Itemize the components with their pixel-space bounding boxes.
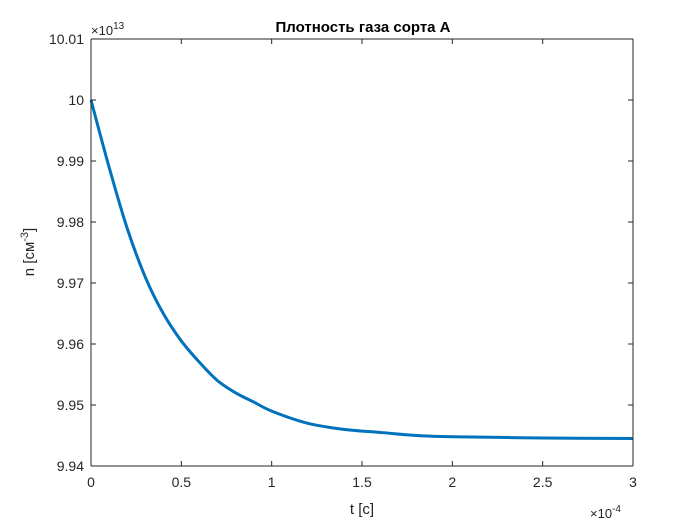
y-tick-label: 9.94	[57, 458, 84, 474]
y-tick-label: 9.97	[57, 275, 84, 291]
x-axis-label: t [c]	[350, 501, 374, 518]
x-tick-label: 2	[448, 474, 456, 490]
x-exponent-base: ×10	[590, 506, 612, 521]
y-axis-label-close: ]	[21, 228, 38, 232]
x-ticks: 0 0.5 1 1.5 2 2.5 3	[87, 39, 637, 490]
y-exponent-base: ×10	[91, 23, 113, 38]
y-axis-label: n [см-3]	[19, 228, 38, 276]
x-tick-label: 2.5	[533, 474, 553, 490]
plot-area	[91, 39, 633, 466]
x-exponent-power: -4	[612, 504, 621, 515]
chart-title: Плотность газа сорта А	[275, 19, 450, 36]
x-tick-label: 1.5	[352, 474, 372, 490]
y-tick-label: 9.99	[57, 153, 84, 169]
y-tick-label: 10	[68, 92, 84, 108]
y-axis-label-exp: -3	[19, 232, 31, 242]
y-exponent-power: 13	[113, 21, 125, 32]
x-exponent-label: ×10-4	[590, 504, 621, 521]
x-tick-label: 1	[268, 474, 276, 490]
x-tick-label: 3	[629, 474, 637, 490]
y-tick-label: 10.01	[49, 31, 84, 47]
series-line	[89, 99, 634, 441]
y-ticks: 9.94 9.95 9.96 9.97 9.98 9.99 10 10.01	[49, 31, 633, 474]
x-tick-label: 0	[87, 474, 95, 490]
y-tick-label: 9.96	[57, 336, 84, 352]
y-exponent-label: ×1013	[91, 21, 125, 38]
x-tick-label: 0.5	[172, 474, 192, 490]
series-layer	[89, 99, 634, 441]
y-tick-label: 9.98	[57, 214, 84, 230]
y-axis-label-base: n [см	[21, 242, 38, 277]
y-tick-label: 9.95	[57, 397, 84, 413]
